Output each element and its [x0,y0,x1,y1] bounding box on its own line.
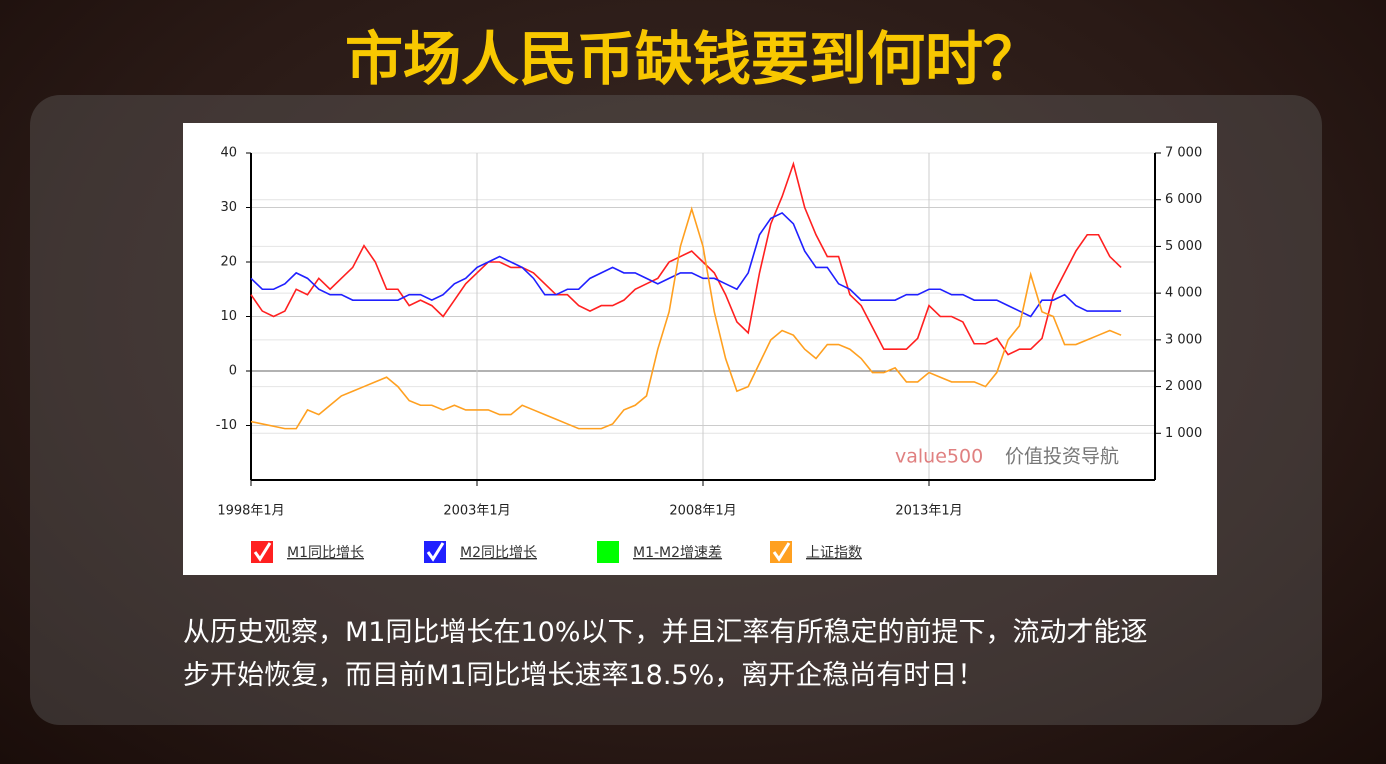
y2-tick-label: 4 000 [1165,286,1202,301]
y-tick-label: 10 [220,309,237,324]
body-text: 步开始恢复，而目前M1同比增长速率18.5%，离开企稳尚有时日！ [183,660,985,691]
legend-check [772,542,791,562]
title: 市场人民币缺钱要到何时？ [344,25,1041,93]
chart: -10 0 10 20 30 40 1 000 2 000 3 000 4 000 5 000 6 0… [183,123,1217,575]
series-line [250,211,1122,318]
y2-tick-label: 7 000 [1165,146,1202,161]
legend-label[interactable]: M1同比增长 [287,545,364,561]
legend-label[interactable]: 上证指数 [806,545,862,561]
y-tick-label: 30 [220,200,237,215]
y2-tick-label: 2 000 [1165,379,1202,394]
x-tick-label: 2013年1月 [895,504,962,519]
y-tick-label: 20 [220,255,237,270]
y2-tick-label: 3 000 [1165,332,1202,347]
legend-label[interactable]: M2同比增长 [460,545,537,561]
watermark: value500 [895,446,983,468]
x-tick-label: 2008年1月 [669,504,736,519]
legend-swatch[interactable] [597,541,619,563]
y2-tick-label: 5 000 [1165,239,1202,254]
series-line [250,161,1122,356]
legend-label[interactable]: M1-M2增速差 [633,545,722,561]
series-line [250,206,1122,430]
x-tick-label: 2003年1月 [443,504,510,519]
y2-tick-label: 6 000 [1165,192,1202,207]
watermark: 价值投资导航 [1005,446,1119,468]
legend-check [426,542,445,562]
y-tick-label: -10 [216,418,237,433]
legend-check [253,542,272,562]
y2-tick-label: 1 000 [1165,426,1202,441]
x-tick-label: 1998年1月 [217,504,284,519]
body-text: 从历史观察，M1同比增长在10%以下，并且汇率有所稳定的前提下，流动才能逐 [183,617,1148,648]
y-tick-label: 40 [220,146,237,161]
y-tick-label: 0 [229,364,237,379]
